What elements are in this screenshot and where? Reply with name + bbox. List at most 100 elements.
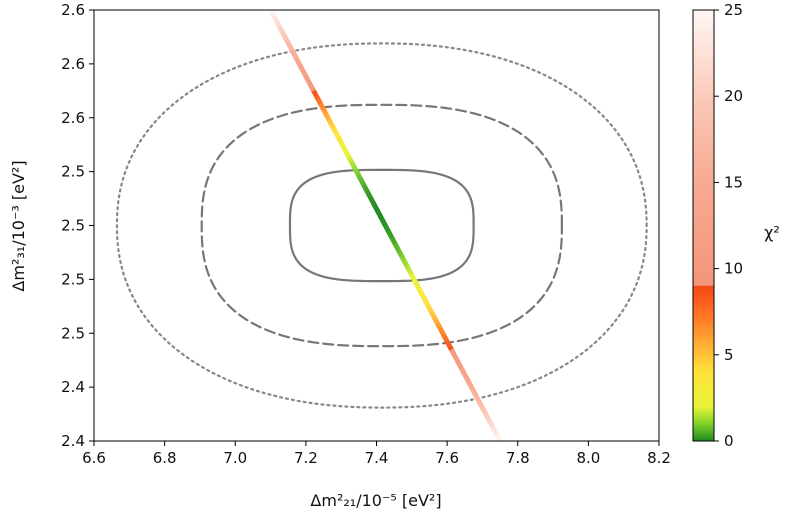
band-segment (466, 380, 473, 386)
band-segment (318, 103, 325, 109)
band-segment (447, 345, 454, 351)
band-segment (440, 332, 447, 338)
band-segment (371, 202, 378, 208)
colorbar-ticks: 0 5 10 15 20 25 (714, 1, 743, 450)
colorbar-label: χ² (764, 223, 780, 242)
band-segment (423, 299, 430, 305)
band-segment (393, 243, 400, 249)
band-segment (292, 54, 299, 60)
y-tick-label: 2.6 (61, 109, 85, 127)
band-segment (408, 272, 415, 278)
band-segment (302, 73, 309, 79)
band-segment (305, 78, 312, 84)
band-segment (421, 297, 428, 303)
y-tick-label: 2.4 (61, 432, 85, 450)
band-segment (411, 278, 418, 284)
band-segment (482, 410, 488, 416)
band-segment (427, 307, 434, 313)
band-segment (335, 135, 342, 141)
band-segment (360, 181, 367, 187)
band-segment (436, 323, 443, 330)
band-segment (368, 197, 375, 203)
band-segment (469, 385, 476, 391)
band-segment (414, 283, 421, 289)
band-segment (367, 194, 374, 200)
plot-area: 6.6 6.8 7.0 7.2 7.4 7.6 7.8 8.0 8.2 2.4 2.4 2.5 2.5… (61, 1, 671, 467)
band-segment (374, 208, 381, 214)
band-segment (460, 369, 467, 375)
band-segment (332, 130, 339, 136)
y-tick-label: 2.5 (61, 324, 85, 342)
band-segment (330, 124, 336, 130)
band-segment (269, 11, 276, 17)
band-segment (284, 38, 290, 44)
band-segment (410, 275, 417, 281)
band-segment (294, 57, 301, 63)
band-segment (340, 143, 346, 149)
colorbar-tick-label: 10 (724, 260, 743, 278)
band-segment (444, 340, 451, 346)
y-tick-label: 2.5 (61, 163, 85, 181)
band-segment (279, 30, 286, 36)
band-segment (429, 310, 435, 316)
x-tick-label: 8.2 (647, 449, 671, 467)
colorbar: 0 5 10 15 20 25 χ² (692, 1, 780, 450)
band-segment (373, 205, 379, 211)
band-segment (420, 294, 427, 300)
x-tick-label: 7.6 (435, 449, 459, 467)
band-segment (407, 270, 414, 276)
band-segment (289, 49, 296, 55)
band-segment (304, 76, 311, 82)
band-segment (288, 46, 295, 52)
band-segment (312, 92, 319, 98)
band-segment (480, 407, 487, 413)
band-segment (364, 189, 371, 195)
band-segment (307, 81, 313, 87)
band-segment (426, 305, 433, 311)
x-tick-label: 7.2 (294, 449, 318, 467)
band-segment (403, 262, 410, 268)
band-segment (477, 402, 484, 408)
colorbar-gradient (693, 10, 714, 441)
band-segment (308, 84, 315, 90)
band-segment (459, 367, 466, 373)
band-segment (443, 337, 450, 343)
y-tick-label: 2.5 (61, 217, 85, 235)
contour-dotted (115, 42, 648, 409)
band-segment (430, 313, 437, 319)
band-segment (278, 27, 285, 33)
band-segment (492, 429, 498, 435)
band-segment (406, 267, 412, 273)
band-segment (271, 14, 278, 20)
band-segment (462, 372, 468, 378)
band-segment (322, 111, 329, 117)
band-segment (446, 342, 453, 348)
band-segment (453, 356, 460, 362)
band-segment (400, 256, 407, 262)
band-segment (334, 132, 341, 138)
band-segment (345, 154, 352, 160)
band-segment (275, 22, 282, 28)
contour-dashed (200, 103, 563, 348)
colorbar-tick-label: 20 (724, 87, 743, 105)
band-segment (490, 426, 497, 432)
band-segment (417, 288, 424, 295)
band-segment (358, 178, 365, 184)
band-segment (456, 361, 463, 367)
y-tick-label: 2.6 (61, 1, 85, 19)
band-segment (287, 43, 293, 49)
band-segment (272, 16, 279, 22)
x-tick-label: 8.0 (576, 449, 600, 467)
band-segment (344, 151, 351, 157)
band-segment (327, 119, 334, 125)
band-segment (391, 240, 398, 246)
band-segment (354, 170, 361, 176)
band-segment (454, 359, 461, 365)
contour-group (115, 42, 648, 409)
band-segment (383, 224, 389, 230)
plot-frame (93, 9, 660, 442)
band-segment (282, 35, 289, 41)
band-segment (351, 165, 358, 171)
x-tick-label: 6.6 (82, 449, 106, 467)
